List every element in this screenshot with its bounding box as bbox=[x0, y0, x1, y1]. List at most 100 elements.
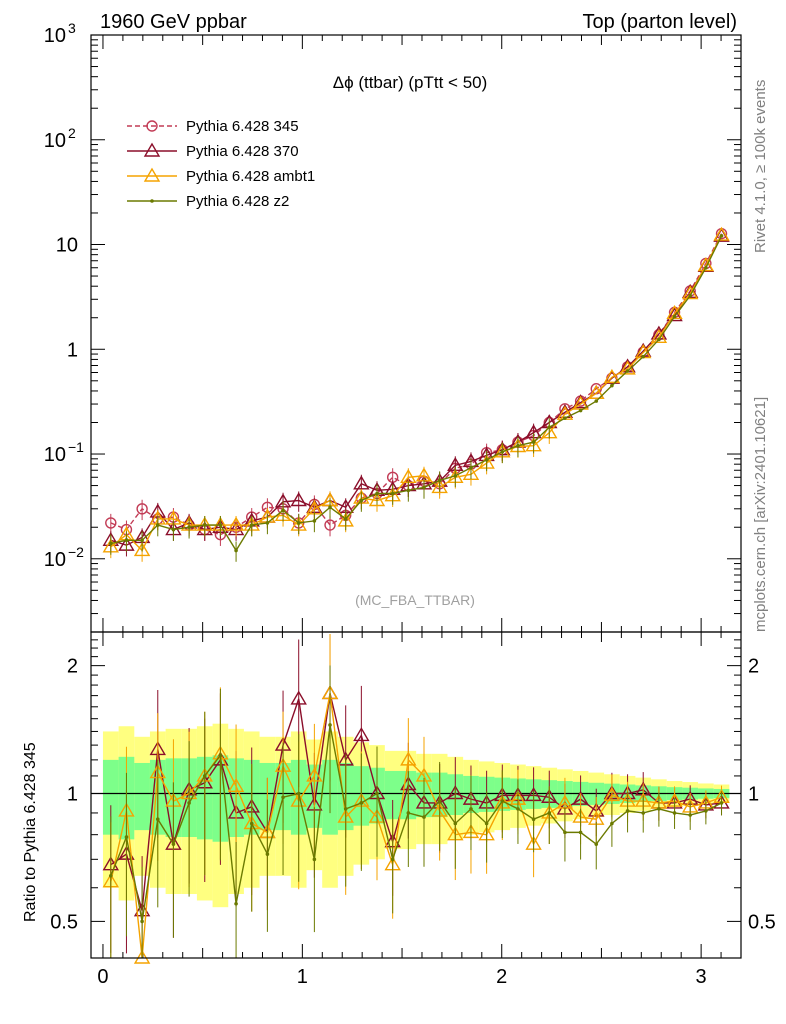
data-point bbox=[547, 811, 552, 815]
data-point bbox=[218, 523, 223, 527]
ratio-axis-ticks: 0.5 0.5 1 1 2 2 0 1 2 3 bbox=[50, 632, 776, 988]
ratio-y-tick-label: 0.5 bbox=[50, 911, 78, 933]
data-point bbox=[500, 450, 505, 454]
data-point bbox=[610, 821, 614, 826]
y-tick-label: 1 bbox=[67, 339, 78, 361]
ratio-line bbox=[110, 693, 722, 911]
data-point bbox=[594, 399, 599, 403]
y-tick-exponent: 3 bbox=[68, 20, 76, 36]
data-point bbox=[108, 541, 113, 546]
data-point bbox=[453, 821, 458, 826]
data-point bbox=[140, 919, 144, 924]
data-point bbox=[531, 440, 536, 444]
data-point bbox=[353, 727, 370, 742]
data-point bbox=[343, 517, 348, 521]
ratio-plot-frame bbox=[90, 631, 742, 959]
data-point bbox=[484, 458, 489, 462]
data-point bbox=[328, 505, 332, 510]
data-point bbox=[375, 791, 379, 796]
data-point bbox=[390, 857, 395, 862]
data-point bbox=[187, 801, 191, 805]
ratio-ylabel: Ratio to Pythia 6.428 345 bbox=[22, 742, 39, 922]
data-point bbox=[719, 801, 724, 805]
data-point bbox=[202, 523, 207, 527]
data-point bbox=[578, 830, 583, 835]
data-point bbox=[290, 492, 307, 507]
data-point bbox=[234, 548, 238, 553]
side-label-mcplots: mcplots.cern.ch [arXiv:2401.10621] bbox=[752, 397, 769, 632]
data-point bbox=[484, 821, 489, 826]
data-point bbox=[719, 234, 724, 238]
data-point bbox=[368, 492, 386, 507]
data-point bbox=[516, 443, 520, 448]
data-point bbox=[108, 874, 113, 878]
data-point bbox=[265, 852, 270, 856]
data-point bbox=[202, 774, 207, 778]
data-point bbox=[105, 517, 117, 529]
data-point bbox=[140, 538, 144, 543]
data-point bbox=[290, 690, 307, 705]
side-label-rivet: Rivet 4.1.0, ≥ 100k events bbox=[752, 80, 769, 253]
chart-title: Δϕ (ttbar) (pTtt < 50) bbox=[333, 73, 488, 92]
data-point bbox=[171, 842, 176, 846]
y-tick-label: 10 bbox=[56, 235, 78, 257]
data-point bbox=[400, 751, 417, 766]
data-point bbox=[227, 777, 245, 792]
data-point bbox=[146, 120, 158, 132]
ratio-series bbox=[102, 634, 730, 964]
data-point bbox=[688, 293, 692, 298]
data-point bbox=[155, 523, 160, 527]
data-point bbox=[281, 508, 285, 513]
data-point bbox=[672, 811, 677, 815]
data-point bbox=[437, 478, 442, 483]
data-point bbox=[672, 314, 677, 319]
data-point bbox=[187, 525, 191, 530]
data-point bbox=[603, 786, 621, 802]
data-point bbox=[431, 479, 448, 494]
data-point bbox=[296, 791, 301, 796]
data-point bbox=[150, 199, 154, 203]
ratio-band-inner bbox=[102, 759, 119, 835]
data-point bbox=[124, 538, 129, 543]
data-point bbox=[563, 830, 567, 835]
data-point bbox=[657, 337, 661, 342]
legend-label: Pythia 6.428 370 bbox=[186, 143, 299, 160]
data-point bbox=[469, 465, 473, 470]
data-point bbox=[681, 285, 699, 300]
data-point bbox=[281, 795, 285, 800]
y-tick-label: 10 bbox=[44, 130, 66, 152]
header-left: 1960 GeV ppbar bbox=[100, 11, 247, 33]
y-tick-exponent: 2 bbox=[68, 125, 76, 141]
data-point bbox=[143, 167, 161, 182]
data-point bbox=[171, 527, 176, 532]
y-tick-label: 10 bbox=[44, 549, 66, 571]
data-point bbox=[249, 523, 254, 527]
data-point bbox=[641, 354, 646, 359]
data-point bbox=[353, 475, 370, 490]
ratio-y-tick-label-right: 2 bbox=[748, 656, 759, 678]
series-line bbox=[110, 235, 723, 552]
data-point bbox=[437, 799, 442, 803]
y-tick-exponent: −2 bbox=[68, 544, 84, 560]
data-point bbox=[657, 807, 661, 811]
data-point bbox=[227, 516, 245, 531]
data-point bbox=[625, 809, 630, 813]
data-point bbox=[343, 807, 348, 811]
data-point bbox=[328, 723, 332, 727]
data-point bbox=[469, 807, 473, 811]
data-point bbox=[359, 801, 364, 805]
ratio-band-inner bbox=[134, 762, 150, 831]
data-point bbox=[641, 811, 646, 815]
data-point bbox=[133, 542, 151, 557]
ratio-y-tick-label-right: 1 bbox=[748, 784, 759, 806]
data-point bbox=[547, 425, 552, 430]
data-point bbox=[666, 307, 683, 322]
ratio-y-tick-label: 2 bbox=[67, 656, 78, 678]
legend-label: Pythia 6.428 z2 bbox=[186, 193, 289, 210]
data-point bbox=[422, 485, 426, 490]
data-point bbox=[124, 835, 129, 839]
data-point bbox=[312, 519, 317, 523]
data-point bbox=[500, 799, 505, 803]
